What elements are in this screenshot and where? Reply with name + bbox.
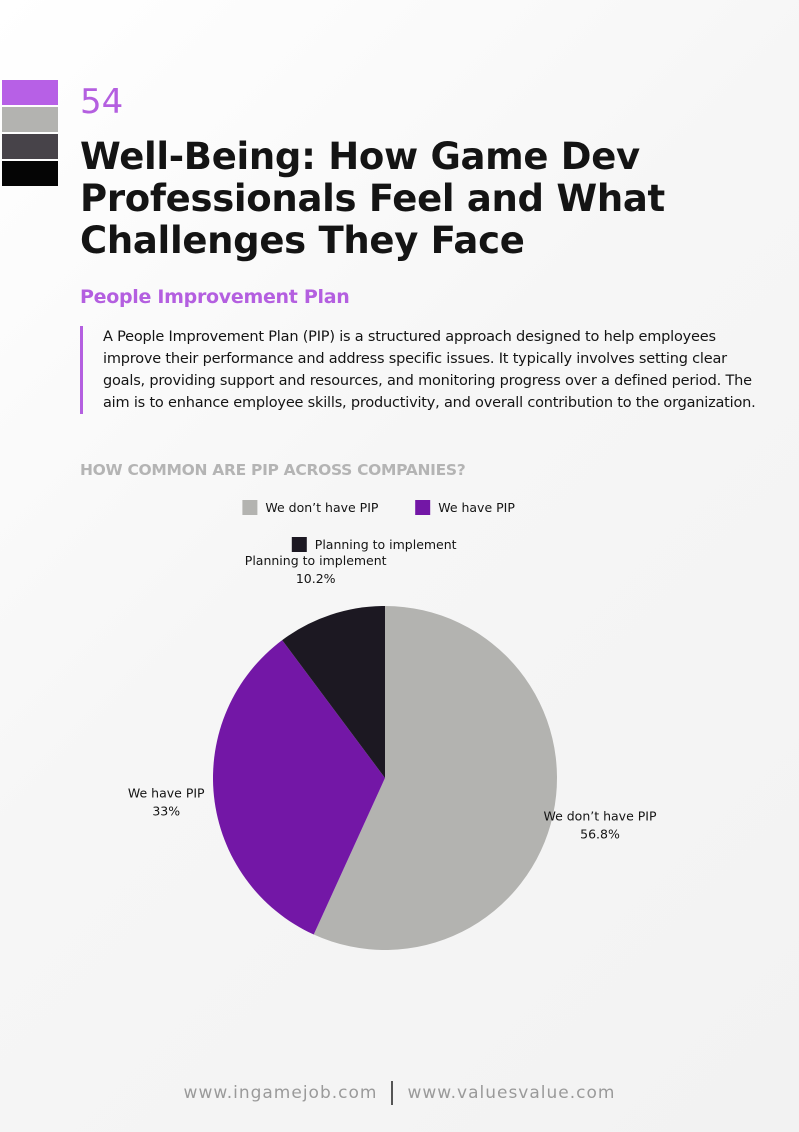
footer-link-ingamejob[interactable]: www.ingamejob.com [183, 1083, 378, 1103]
legend-item-we-don-t-have-pip: We don’t have PIP [242, 500, 379, 515]
pie-label-category: We have PIP [128, 785, 205, 800]
color-swatches [2, 80, 58, 188]
footer: www.ingamejob.com www.valuesvalue.com [0, 1081, 799, 1105]
chart-title: HOW COMMON ARE PIP ACROSS COMPANIES? [80, 461, 466, 479]
pie-label-value: 56.8% [580, 827, 620, 842]
pie-label-value: 10.2% [296, 571, 336, 586]
pie-slice-we-have-pip [212, 640, 385, 935]
pie-label-category: Planning to implement [245, 553, 387, 568]
legend-label: We don’t have PIP [265, 500, 379, 515]
page-number: 54 [80, 82, 124, 122]
legend-swatch [242, 500, 258, 515]
footer-link-valuesvalue[interactable]: www.valuesvalue.com [407, 1083, 616, 1103]
pie-slice-we-don-t-have-pip [313, 606, 557, 950]
section-body: A People Improvement Plan (PIP) is a str… [80, 326, 763, 414]
legend-item-planning-to-implement: Planning to implement [291, 537, 457, 552]
swatch-black [2, 161, 58, 186]
legend-item-we-have-pip: We have PIP [415, 500, 515, 515]
pie-label-we-don-t-have-pip: We don’t have PIP 56.8% [543, 809, 657, 842]
pie-label-we-have-pip: We have PIP 33% [128, 785, 205, 818]
page-title: Well-Being: How Game Dev Professionals F… [80, 135, 665, 262]
legend-label: We have PIP [438, 500, 515, 515]
section-title: People Improvement Plan [80, 286, 350, 308]
pie-slice-planning-to-implement [282, 606, 385, 778]
legend-swatch [291, 537, 307, 552]
legend-swatch [415, 500, 431, 515]
chart-legend: We don’t have PIP We have PIP Planning to … [242, 500, 515, 552]
swatch-gray [2, 107, 58, 132]
pie-label-planning-to-implement: Planning to implement 10.2% [245, 553, 387, 586]
pie-slices [212, 606, 557, 950]
pie-label-value: 33% [152, 803, 180, 818]
legend-label: Planning to implement [315, 537, 457, 552]
footer-divider [391, 1081, 394, 1105]
pie-labels: We don’t have PIP 56.8% We have PIP 33% Plan… [128, 553, 657, 841]
swatch-dark-gray [2, 134, 58, 159]
pie-chart: We don’t have PIP We have PIP Planning to … [128, 500, 657, 950]
pie-label-category: We don’t have PIP [543, 809, 657, 824]
swatch-purple [2, 80, 58, 105]
